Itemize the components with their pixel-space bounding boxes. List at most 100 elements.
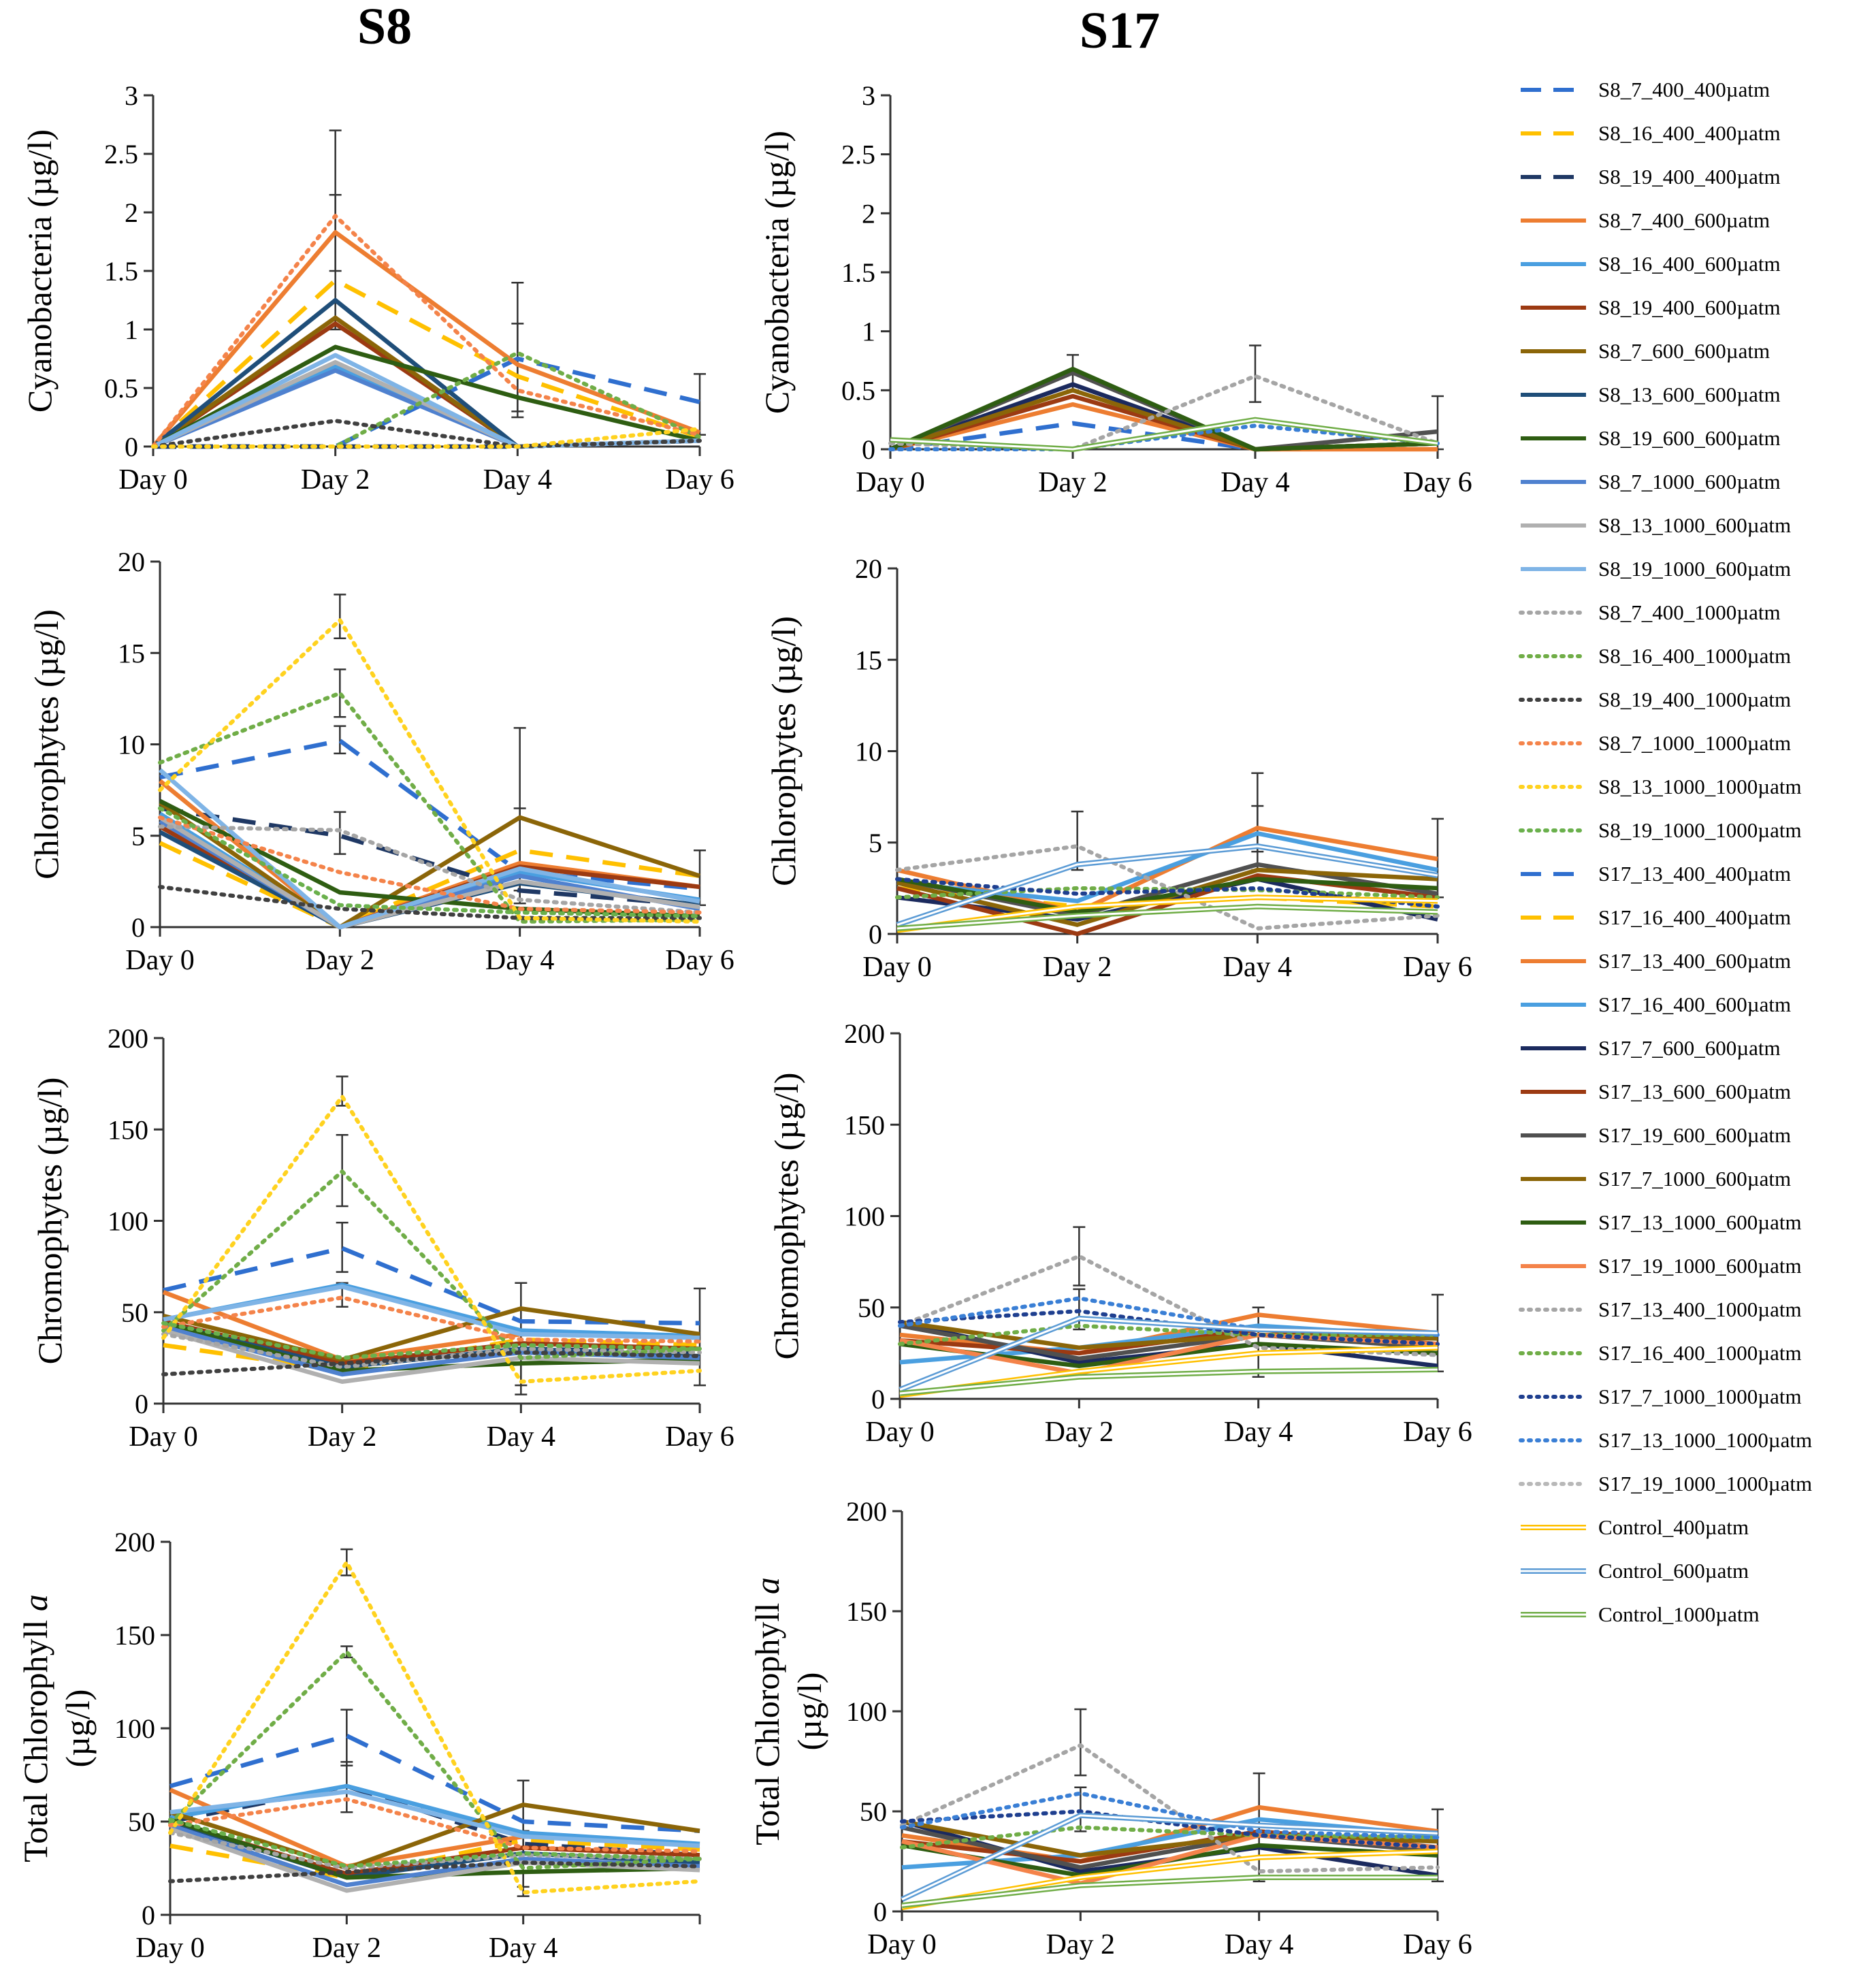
x-tick-label: Day 4 xyxy=(1220,467,1289,498)
legend-label: Control_1000µatm xyxy=(1598,1602,1760,1626)
series-control-400-atm xyxy=(901,1848,1438,1911)
series-s8-13-1000-1000-atm xyxy=(151,427,702,449)
series-s8-7-1000-1000-atm xyxy=(168,1797,702,1854)
series-s8-7-1000-1000-atm xyxy=(158,815,702,915)
legend-item-s8-13-1000-1000-atm: S8_13_1000_1000µatm xyxy=(1511,765,1876,809)
legend-swatch xyxy=(1521,393,1586,397)
x-tick-label: Day 0 xyxy=(862,952,931,983)
legend-label: S8_13_1000_600µatm xyxy=(1598,513,1792,537)
x-tick-label: Day 4 xyxy=(1223,952,1292,983)
legend-label: S8_13_1000_1000µatm xyxy=(1598,775,1802,798)
series-s8-19-400-1000-atm xyxy=(158,884,702,920)
legend-swatch xyxy=(1521,1003,1586,1007)
legend-swatch xyxy=(1521,1568,1586,1574)
y-tick-label: 150 xyxy=(114,1620,155,1651)
legend-item-s8-16-400-400-atm: S8_16_400_400µatm xyxy=(1511,112,1876,155)
y-tick-label: 3 xyxy=(125,80,138,111)
legend-item-s17-13-400-1000-atm: S17_13_400_1000µatm xyxy=(1511,1288,1876,1331)
y-tick-label: 10 xyxy=(118,730,145,760)
legend-label: S8_7_600_600µatm xyxy=(1598,339,1770,363)
x-tick-label: Day 4 xyxy=(487,1421,555,1453)
series-s17-13-400-1000-atm xyxy=(895,844,1440,931)
legend-label: S17_16_400_1000µatm xyxy=(1598,1341,1802,1365)
panel-s8-total: 0 50 100 150 200 Day 0 Day 2 Day 4 Total Chlorop… xyxy=(16,1527,702,1964)
x-tick-label: Day 6 xyxy=(665,945,734,976)
series-control-1000-atm xyxy=(896,903,1438,931)
legend-label: S8_19_1000_1000µatm xyxy=(1598,818,1802,842)
series-control-1000-atm xyxy=(901,1875,1438,1909)
x-tick-label: Day 0 xyxy=(867,1929,936,1960)
legend-swatch xyxy=(1519,1395,1588,1399)
legend-label: S17_19_1000_600µatm xyxy=(1598,1254,1802,1278)
legend-swatch xyxy=(1519,741,1588,745)
y-tick-label: 10 xyxy=(855,737,882,767)
y-tick-label: 200 xyxy=(844,1018,885,1049)
legend-swatch xyxy=(1521,131,1586,135)
legend-swatch xyxy=(1519,654,1588,658)
series-s8-16-400-1000-atm xyxy=(161,1169,702,1360)
legend-swatch xyxy=(1519,785,1588,789)
y-axis-label: (µg/l) xyxy=(59,1690,97,1768)
y-axis-label: Chlorophytes (µg/l) xyxy=(764,616,803,886)
error-bar xyxy=(1251,805,1264,871)
y-tick-label: 2 xyxy=(125,197,138,228)
y-tick-label: 150 xyxy=(846,1596,887,1627)
x-tick-label: Day 4 xyxy=(1225,1929,1293,1960)
series-s8-13-1000-1000-atm xyxy=(168,1560,702,1895)
series-s8-16-400-400-atm xyxy=(159,841,700,930)
y-tick-label: 1.5 xyxy=(104,256,138,287)
legend-item-control-400-atm: Control_400µatm xyxy=(1511,1506,1876,1549)
y-tick-label: 2.5 xyxy=(104,139,138,169)
legend-swatch xyxy=(1521,1525,1586,1530)
y-tick-label: 200 xyxy=(846,1496,887,1527)
legend-label: S17_13_400_600µatm xyxy=(1598,949,1792,973)
y-tick-label: 5 xyxy=(131,821,145,852)
y-tick-label: 0 xyxy=(131,912,145,943)
series-control-400-atm xyxy=(896,894,1438,933)
legend-item-s17-13-600-600-atm: S17_13_600_600µatm xyxy=(1511,1070,1876,1114)
x-tick-label: Day 6 xyxy=(1403,1929,1472,1960)
series-s17-13-1000-1000-atm xyxy=(900,1791,1440,1840)
legend-swatch xyxy=(1521,306,1586,310)
legend-swatch xyxy=(1521,1612,1586,1617)
series-s8-7-1000-1000-atm xyxy=(161,1295,702,1344)
y-axis-label: (µg/l) xyxy=(790,1672,828,1751)
legend-item-s8-19-400-600-atm: S8_19_400_600µatm xyxy=(1511,286,1876,329)
x-tick-label: Day 4 xyxy=(1224,1417,1293,1448)
legend-label: S8_19_600_600µatm xyxy=(1598,426,1781,450)
series-s8-13-1000-1000-atm xyxy=(161,1094,702,1384)
y-axis-label: Cyanobacteria (µg/l) xyxy=(20,129,59,413)
series-s8-19-1000-600-atm xyxy=(169,1789,700,1848)
legend-item-s17-19-1000-1000-atm: S17_19_1000_1000µatm xyxy=(1511,1462,1876,1506)
error-bar xyxy=(334,594,346,640)
x-tick-label: Day 2 xyxy=(312,1933,381,1964)
legend-label: S8_19_1000_600µatm xyxy=(1598,557,1792,581)
y-tick-label: 100 xyxy=(114,1713,155,1744)
legend-item-s8-16-400-1000-atm: S8_16_400_1000µatm xyxy=(1511,634,1876,678)
x-tick-label: Day 6 xyxy=(1403,1417,1472,1448)
y-tick-label: 100 xyxy=(108,1206,148,1237)
legend-swatch xyxy=(1521,1090,1586,1094)
legend-swatch xyxy=(1521,916,1586,920)
legend-swatch xyxy=(1521,523,1586,528)
legend-label: S17_13_400_400µatm xyxy=(1598,862,1792,886)
x-tick-label: Day 6 xyxy=(665,464,734,496)
series-s17-19-1000-600-atm xyxy=(901,1833,1438,1886)
x-tick-label: Day 2 xyxy=(1038,467,1107,498)
series-control-1000-atm xyxy=(890,417,1438,452)
series-s8-13-1000-600-atm xyxy=(159,815,700,930)
y-tick-label: 200 xyxy=(114,1527,155,1557)
y-tick-label: 20 xyxy=(855,553,882,584)
legend-label: S17_13_1000_600µatm xyxy=(1598,1210,1802,1234)
legend-label: S8_19_400_400µatm xyxy=(1598,165,1781,189)
legend-item-s17-13-1000-1000-atm: S17_13_1000_1000µatm xyxy=(1511,1419,1876,1462)
series-s8-19-1000-600-atm xyxy=(158,768,700,930)
series-s8-7-400-400-atm xyxy=(169,1733,700,1833)
y-tick-label: 2 xyxy=(862,198,875,229)
legend-swatch xyxy=(1521,872,1586,876)
legend-label: S17_16_400_600µatm xyxy=(1598,992,1792,1016)
x-tick-label: Day 4 xyxy=(489,1933,557,1964)
y-tick-label: 20 xyxy=(118,547,145,577)
x-tick-label: Day 2 xyxy=(306,945,374,976)
column-title-s8: S8 xyxy=(357,0,413,55)
